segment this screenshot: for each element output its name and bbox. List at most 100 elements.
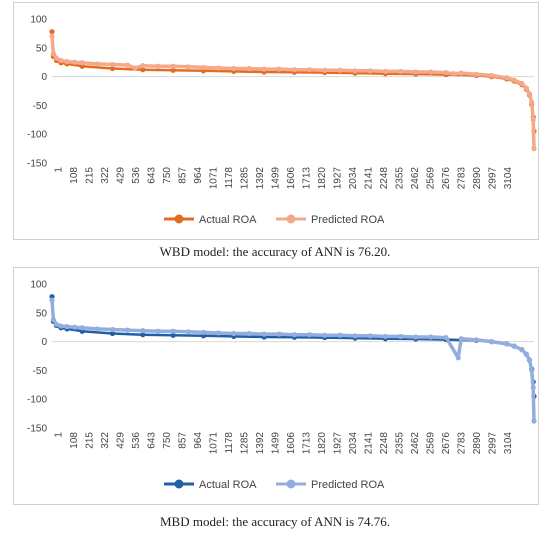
data-point-predicted-roa [526, 357, 533, 363]
data-point-predicted-roa [488, 339, 495, 345]
x-tick-label: 429 [116, 432, 127, 449]
data-point-predicted-roa [473, 71, 479, 77]
x-tick-label: 1927 [333, 432, 344, 455]
x-tick-label: 643 [147, 167, 158, 184]
data-point-predicted-roa [531, 418, 537, 424]
x-tick-label: 3104 [503, 167, 514, 190]
x-tick-label: 2248 [379, 167, 390, 190]
data-point-predicted-roa [367, 68, 373, 74]
x-tick-label: 2141 [364, 432, 375, 455]
data-point-predicted-roa [291, 332, 298, 338]
x-tick-label: 2569 [426, 167, 437, 190]
data-point-predicted-roa [200, 329, 207, 335]
data-point-predicted-roa [519, 347, 525, 353]
x-tick-label: 1713 [302, 432, 313, 455]
data-point-predicted-roa [246, 330, 252, 337]
data-point-predicted-roa [216, 65, 222, 71]
y-tick-label: -150 [27, 424, 47, 435]
data-point-predicted-roa [307, 67, 313, 73]
y-tick-label: -150 [27, 159, 47, 170]
data-point-predicted-roa [132, 65, 138, 71]
x-tick-label: 1178 [224, 167, 235, 189]
x-tick-label: 857 [178, 432, 189, 449]
data-point-actual-roa [140, 332, 146, 338]
x-tick-label: 964 [193, 432, 204, 449]
y-tick-label: 0 [41, 72, 47, 83]
x-tick-label: 2783 [457, 432, 468, 455]
data-point-predicted-roa [504, 75, 510, 81]
x-tick-label: 2462 [410, 167, 421, 190]
data-point-predicted-roa [526, 91, 533, 97]
y-tick-label: -50 [33, 101, 48, 112]
data-point-predicted-roa [49, 33, 55, 39]
data-point-predicted-roa [276, 331, 282, 337]
data-point-predicted-roa [58, 323, 64, 329]
series-line-actual-roa [50, 31, 536, 132]
data-point-predicted-roa [53, 321, 59, 327]
x-tick-label: 536 [131, 432, 142, 449]
data-point-predicted-roa [261, 331, 267, 337]
data-point-predicted-roa [529, 367, 535, 373]
wbd-chart: 100 50 0 -50 -100 -150 1 108 215 322 429 536 643 750 8… [27, 15, 537, 226]
x-tick-label: 1 [54, 167, 65, 173]
data-point-predicted-roa [322, 332, 328, 338]
x-tick-label: 643 [147, 432, 158, 449]
data-point-predicted-roa [125, 62, 131, 68]
data-point-predicted-roa [109, 61, 116, 68]
series-line-predicted-roa [50, 36, 536, 149]
data-point-actual-roa [109, 65, 116, 72]
y-tick-label: -100 [27, 130, 47, 141]
x-tick-label: 1927 [333, 167, 344, 190]
data-point-predicted-roa [488, 72, 495, 79]
x-tick-label: 2355 [395, 167, 406, 190]
legend-label: Actual ROA [199, 214, 257, 226]
legend-marker [174, 479, 184, 489]
x-tick-label: 2248 [379, 432, 390, 455]
x-tick-label: 1606 [286, 167, 297, 190]
x-tick-label: 2997 [488, 432, 499, 455]
x-tick-label: 1606 [286, 432, 297, 455]
data-point-predicted-roa [531, 146, 537, 152]
data-point-predicted-roa [276, 66, 282, 72]
legend-label: Actual ROA [199, 479, 257, 491]
data-point-predicted-roa [413, 334, 419, 340]
x-tick-label: 1392 [255, 432, 266, 455]
data-point-predicted-roa [458, 336, 464, 342]
data-point-predicted-roa [367, 333, 373, 339]
x-tick-label: 964 [193, 167, 204, 184]
x-tick-label: 1071 [209, 432, 220, 455]
data-point-predicted-roa [397, 333, 404, 340]
x-tick-label: 2890 [472, 167, 483, 190]
data-point-predicted-roa [53, 55, 59, 61]
x-tick-label: 3104 [503, 432, 514, 455]
x-tick-label: 750 [162, 167, 173, 184]
y-tick-label: 100 [30, 15, 47, 26]
data-point-predicted-roa [428, 334, 434, 340]
data-point-predicted-roa [231, 330, 237, 337]
x-tick-label: 1 [54, 432, 65, 438]
x-tick-label: 2569 [426, 432, 437, 455]
y-tick-label: 50 [36, 43, 48, 54]
y-tick-label: 0 [41, 337, 47, 348]
x-tick-label: 2034 [348, 167, 359, 190]
data-point-predicted-roa [529, 99, 535, 106]
data-point-predicted-roa [428, 69, 434, 75]
wbd-chart-panel: 100 50 0 -50 -100 -150 1 108 215 322 429 536 643 750 8… [13, 2, 539, 240]
x-tick-label: 2462 [410, 432, 421, 455]
mbd-chart: 100 50 0 -50 -100 -150 1 108 215 322 429 536 643 750 8… [27, 280, 537, 491]
data-point-predicted-roa [231, 65, 237, 72]
data-point-predicted-roa [397, 68, 404, 75]
x-tick-label: 322 [100, 167, 111, 184]
legend-marker [174, 214, 184, 224]
data-point-predicted-roa [504, 341, 510, 347]
x-tick-label: 1392 [255, 167, 266, 190]
wbd-caption: WBD model: the accuracy of ANN is 76.20. [159, 244, 391, 259]
x-tick-label: 2355 [395, 432, 406, 455]
legend-marker [286, 479, 296, 489]
legend-label: Predicted ROA [311, 214, 385, 226]
legend-marker [286, 214, 296, 224]
data-point-predicted-roa [382, 333, 389, 340]
data-point-predicted-roa [71, 59, 78, 65]
data-point-predicted-roa [64, 324, 70, 330]
data-point-predicted-roa [200, 64, 207, 70]
